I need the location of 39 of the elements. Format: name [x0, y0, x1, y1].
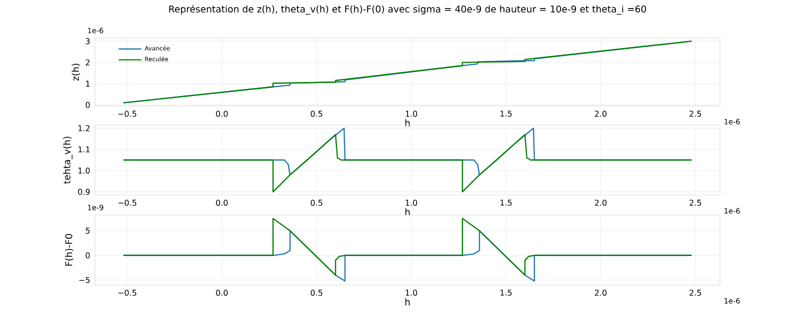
- y-axis-title: tehta_v(h): [63, 136, 72, 184]
- x-axis-title: h: [405, 119, 410, 126]
- y-tick-label: 0: [86, 102, 90, 108]
- x-tick-label: 0.0: [216, 110, 228, 117]
- y-tick-label: −5: [79, 277, 90, 284]
- x-tick-label: 2.0: [594, 110, 607, 117]
- y-tick-label: 5: [86, 228, 90, 234]
- x-tick-label: 2.5: [690, 200, 702, 206]
- x-axis-title: h: [405, 298, 410, 306]
- x-tick-label: −0.5: [118, 200, 136, 206]
- x-tick-label: 1.5: [500, 110, 512, 117]
- y-tick-label: 0: [86, 252, 90, 258]
- x-tick-label: 0.0: [216, 200, 228, 206]
- x-tick-label: 2.0: [594, 200, 607, 206]
- y-axis-title: F(h)-F0: [65, 234, 74, 266]
- y-tick-label: 3: [86, 38, 90, 44]
- x-tick-label: 1.0: [406, 200, 418, 206]
- x-tick-label: −0.5: [118, 110, 136, 117]
- x-tick-label: 2.5: [690, 290, 702, 296]
- x-tick-label: −0.5: [118, 290, 136, 296]
- y-tick-label: 1.0: [78, 168, 90, 174]
- x-tick-label: 1.5: [500, 290, 512, 296]
- x-tick-label: 0.5: [310, 110, 322, 117]
- x-axis-title: h: [405, 208, 410, 216]
- x-tick-label: 0.5: [310, 290, 322, 296]
- x-tick-label: 2.0: [594, 290, 607, 296]
- y-tick-label: 1.1: [78, 146, 90, 152]
- x-tick-label: 2.5: [690, 110, 702, 117]
- y-tick-label: 1: [86, 80, 90, 87]
- x-tick-label: 0.0: [216, 290, 228, 296]
- y-axis-title: z(h): [72, 64, 80, 81]
- y-tick-label: 1.2: [78, 125, 90, 132]
- x-tick-label: 1.5: [500, 200, 512, 206]
- x-tick-label: 0.5: [310, 200, 322, 206]
- y-tick-label: 0.9: [78, 188, 90, 195]
- chart-title: Représentation de z(h), theta_v(h) et F(h)-F(0) avec sigma = 40e-9 de hauteur = 10e-9 et theta_i =60: [169, 4, 646, 15]
- x-tick-label: 1.0: [406, 290, 418, 296]
- x-tick-label: 1.0: [406, 110, 418, 117]
- y-tick-label: 2: [86, 59, 90, 66]
